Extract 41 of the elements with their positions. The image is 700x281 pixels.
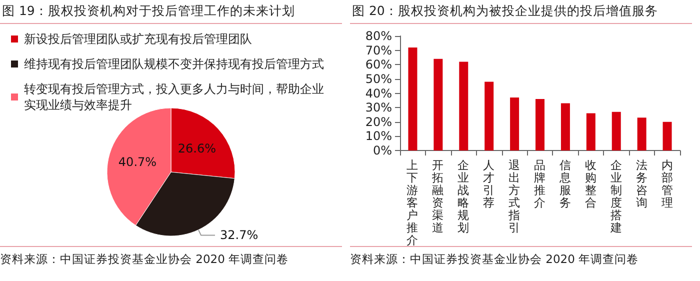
y-tick-label: 70% <box>365 43 392 58</box>
x-tick-label: 法务咨询 <box>636 158 648 210</box>
legend-label: 转变现有投后管理方式，投入更多人力与时间，帮助企业实现业绩与效率提升 <box>24 82 324 112</box>
bar <box>637 118 646 150</box>
bar <box>510 98 520 150</box>
x-tick-label: 上下游客户推介 <box>406 158 419 247</box>
x-tick-label: 企业制度搭建 <box>609 158 622 234</box>
bar <box>662 122 672 150</box>
x-tick-label: 收购整合 <box>584 158 597 210</box>
y-tick-label: 40% <box>365 86 392 100</box>
data-label: 40.7% <box>118 154 157 169</box>
y-tick-label: 30% <box>365 100 392 115</box>
bar <box>434 58 443 150</box>
y-tick-label: 50% <box>365 72 392 86</box>
x-tick-label: 品牌推介 <box>534 158 546 210</box>
bar <box>459 62 468 150</box>
x-tick-label: 人才引荐 <box>483 158 496 210</box>
x-tick-label: 企业战略规划 <box>458 158 470 234</box>
y-tick-label: 20% <box>365 114 392 129</box>
bar <box>586 113 596 150</box>
data-label: 32.7% <box>220 228 258 242</box>
bar <box>612 112 621 150</box>
bar <box>536 98 544 150</box>
text: 资料来源：中国证券投资基金业协会 2020 年调查问卷 <box>0 251 290 267</box>
y-tick-label: 10% <box>365 129 392 144</box>
data-label: 26.6% <box>178 142 216 156</box>
legend-label: 新设投后管理团队或扩充现有投后管理团队 <box>24 32 252 46</box>
bar <box>560 103 570 150</box>
text: 资料来源：中国证券投资基金业协会 2020 年调查问卷 <box>350 251 640 267</box>
y-tick-label: 60% <box>365 58 392 72</box>
bar <box>408 47 418 150</box>
x-tick-label: 信息服务 <box>558 158 572 210</box>
y-tick-label: 80% <box>365 29 392 43</box>
bar <box>484 82 494 150</box>
x-tick-label: 开拓融资渠道 <box>431 158 444 234</box>
chart-title: 图 20：股权投资机构为被投企业提供的投后增值服务 <box>350 0 692 24</box>
x-tick-label: 内部管理 <box>661 158 674 210</box>
chart-title: 图 19：股权投资机构对于投后管理工作的未来计划 <box>0 0 342 24</box>
x-tick-label: 退出方式指引 <box>508 158 521 234</box>
legend-label: 维持现有投后管理团队规模不变并保持现有投后管理方式 <box>24 57 324 71</box>
y-tick-label: 0% <box>372 144 392 158</box>
